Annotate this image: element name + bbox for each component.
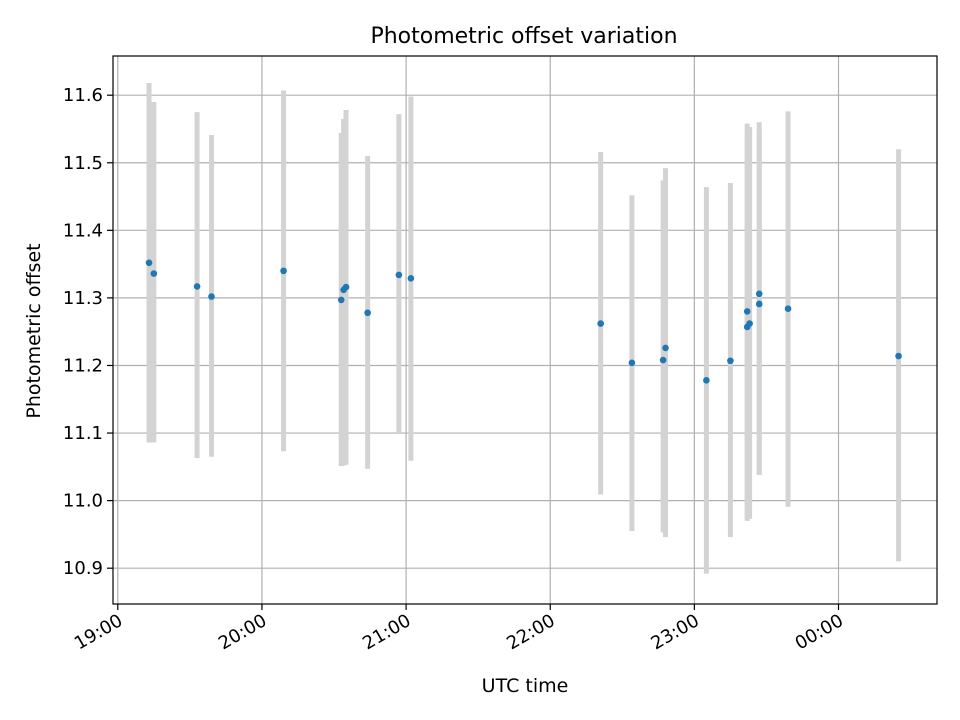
data-point — [628, 359, 636, 367]
plot-area-frame — [112, 55, 938, 605]
x-axis-label: UTC time — [482, 675, 569, 697]
chart-title: Photometric offset variation — [370, 24, 677, 49]
data-point — [784, 305, 792, 313]
data-point — [342, 283, 350, 291]
y-tick-label: 11.1 — [63, 423, 103, 444]
y-tick-label: 10.9 — [63, 558, 103, 579]
data-point — [150, 270, 158, 277]
data-point — [743, 308, 751, 315]
y-tick-label: 11.3 — [63, 288, 103, 309]
data-point — [395, 271, 403, 279]
data-point — [597, 320, 604, 327]
data-points — [145, 259, 902, 384]
data-point — [755, 300, 763, 308]
y-tick-label: 11.5 — [63, 153, 103, 174]
data-point — [703, 377, 710, 384]
data-point — [659, 356, 667, 364]
data-point — [746, 320, 753, 327]
data-point — [208, 293, 215, 300]
y-tick-label: 11.6 — [63, 85, 103, 106]
grid — [113, 56, 937, 604]
y-axis-label: Photometric offset — [23, 243, 45, 418]
data-point — [407, 275, 415, 282]
data-point — [145, 259, 153, 267]
y-tick-label: 11.4 — [63, 220, 103, 241]
data-point — [193, 283, 201, 290]
y-tick-label: 11.2 — [63, 355, 103, 376]
data-point — [364, 309, 371, 317]
data-point — [337, 296, 345, 304]
data-point — [280, 267, 287, 275]
y-axis-ticks: 10.9 11.0 11.1 11.2 11.3 11.4 11.5 11.6 — [63, 85, 113, 579]
data-point — [755, 290, 763, 298]
data-point — [727, 357, 734, 365]
data-point — [662, 344, 669, 352]
y-tick-label: 11.0 — [63, 491, 103, 512]
data-point — [895, 352, 902, 360]
